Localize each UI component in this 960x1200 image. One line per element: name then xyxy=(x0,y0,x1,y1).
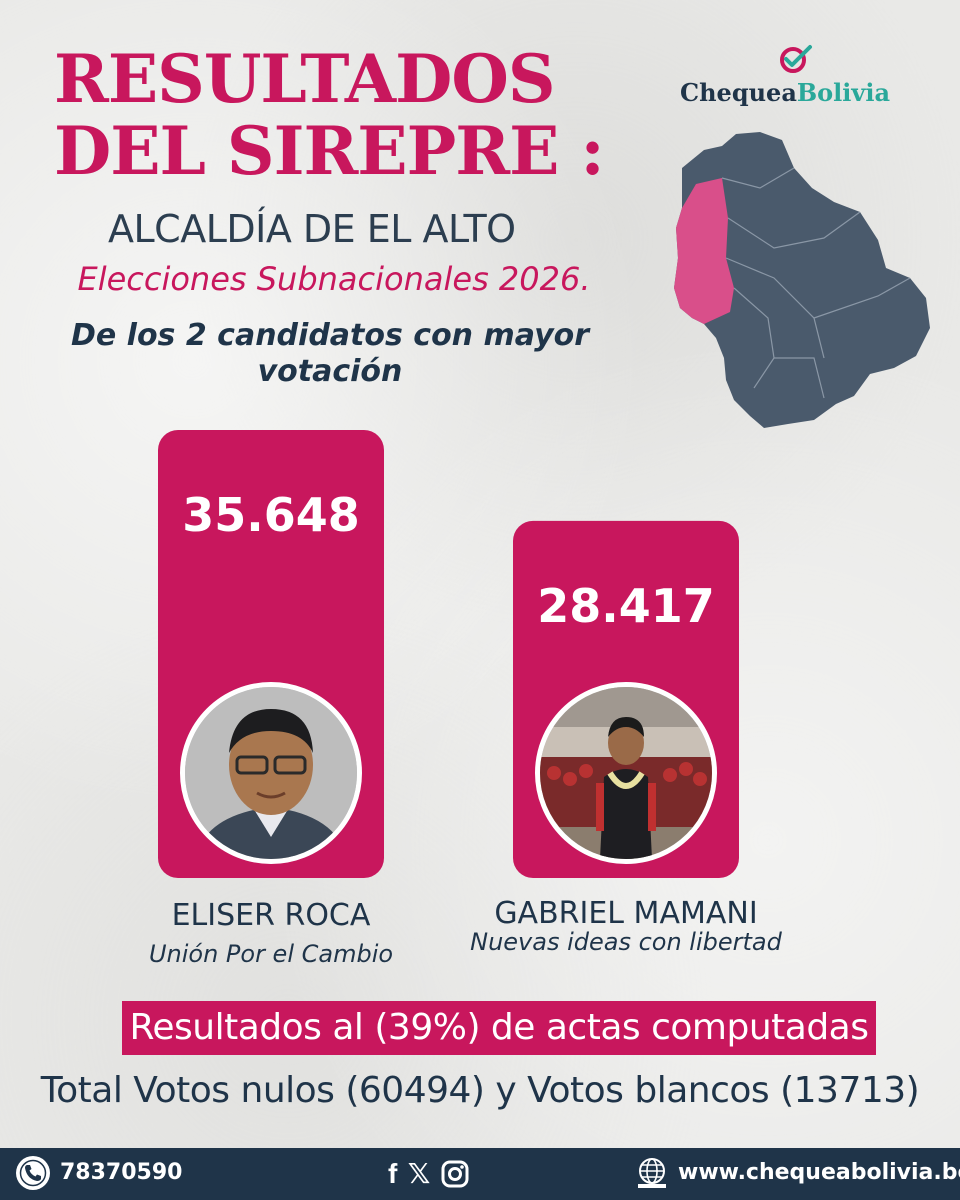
candidate-party-roca: Unión Por el Cambio xyxy=(148,940,394,968)
portrait-image xyxy=(185,687,357,859)
candidate-name-roca: ELISER ROCA xyxy=(171,898,371,933)
progress-banner: Resultados al (39%) de actas computadas xyxy=(122,1001,876,1055)
globe-icon[interactable] xyxy=(636,1156,668,1190)
candidate-party-mamani: Nuevas ideas con libertad xyxy=(470,928,782,956)
candidates-note: De los 2 candidatos con mayor votación xyxy=(40,318,620,390)
null-blank-totals: Total Votos nulos (60494) y Votos blanco… xyxy=(40,1070,920,1111)
title-line-1: RESULTADOS xyxy=(54,40,556,118)
phone-icon[interactable] xyxy=(16,1156,50,1190)
brand-name-part1: Chequea xyxy=(680,78,797,107)
map-region-highlight xyxy=(674,178,734,324)
facebook-icon[interactable]: f xyxy=(388,1158,398,1189)
map-region-main xyxy=(674,132,930,428)
brand-logo[interactable]: ChequeaBolivia xyxy=(680,44,910,114)
candidate-name-mamani: GABRIEL MAMANI xyxy=(494,896,758,931)
avatar-gabriel-mamani xyxy=(535,682,717,864)
map-borders xyxy=(721,167,911,399)
checkmark-icon xyxy=(780,45,812,73)
brand-name: ChequeaBolivia xyxy=(680,78,890,107)
title-line-2: DEL SIREPRE : xyxy=(54,112,605,190)
x-icon[interactable]: 𝕏 xyxy=(407,1158,431,1189)
footer-bar: 78370590 f 𝕏 www.chequeabolivia.bo xyxy=(0,1148,960,1200)
footer-phone[interactable]: 78370590 xyxy=(60,1160,183,1185)
election-label: Elecciones Subnacionales 2026. xyxy=(77,260,591,298)
rally-image xyxy=(540,687,712,859)
subtitle: ALCALDÍA DE EL ALTO xyxy=(108,207,516,251)
note-line-2: votación xyxy=(257,354,403,389)
note-line-1: De los 2 candidatos con mayor xyxy=(70,318,590,353)
avatar-eliser-roca xyxy=(180,682,362,864)
instagram-icon[interactable] xyxy=(441,1160,469,1188)
social-links: f 𝕏 xyxy=(388,1158,469,1190)
footer-website[interactable]: www.chequeabolivia.bo xyxy=(678,1160,960,1185)
brand-name-part2: Bolivia xyxy=(796,78,891,107)
bar-value-label-mamani: 28.417 xyxy=(537,578,715,633)
bolivia-map xyxy=(674,132,930,428)
bar-value-label-roca: 35.648 xyxy=(182,488,360,542)
